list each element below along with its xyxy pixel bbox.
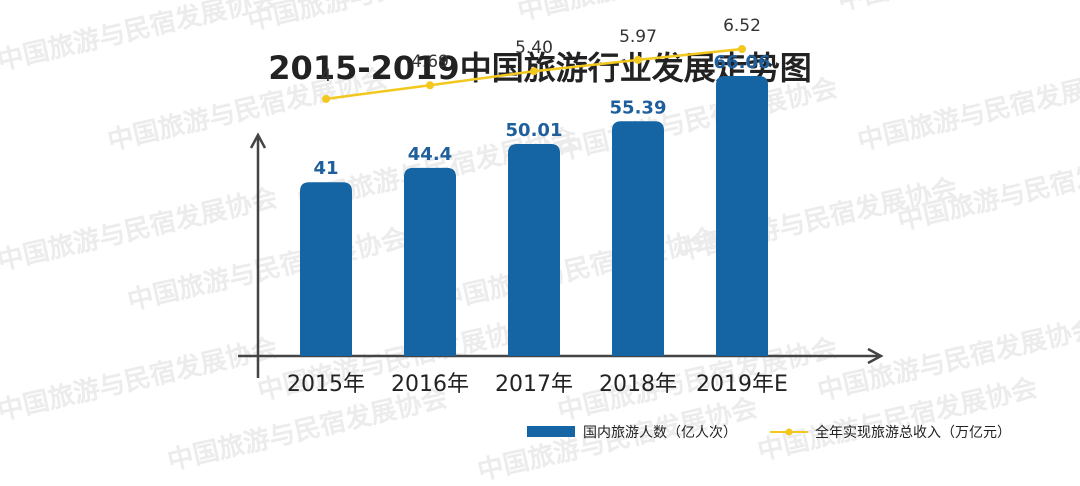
bar-series: 41 44.4 50.01 55.39 66.06: [300, 52, 770, 356]
legend-line-marker: [785, 428, 793, 436]
bar-2: [508, 144, 560, 356]
line-point-1: [426, 81, 434, 90]
legend-bar-swatch: [527, 426, 575, 437]
bar-3: [612, 121, 664, 356]
bar-1: [404, 167, 456, 356]
bar-4: [716, 76, 768, 356]
line-data-label: 4: [321, 66, 332, 86]
line-point-3: [634, 55, 642, 64]
x-tick-labels: 2015年 2016年 2017年 2018年 2019年E: [287, 372, 788, 397]
x-axis-arrow: [867, 347, 884, 365]
line-data-label: 5.40: [515, 38, 553, 58]
y-axis-arrow: [249, 132, 267, 149]
legend-line-label: 全年实现旅游总收入（万亿元）: [815, 424, 1011, 441]
bar-data-label: 55.39: [610, 97, 667, 118]
legend: 国内旅游人数（亿人次） 全年实现旅游总收入（万亿元）: [527, 424, 1011, 441]
x-tick-label: 2019年E: [696, 372, 788, 397]
legend-bar-label: 国内旅游人数（亿人次）: [583, 425, 737, 441]
line-point-4: [738, 45, 746, 54]
line-data-label: 5.97: [619, 27, 657, 47]
x-tick-label: 2015年: [287, 372, 365, 397]
x-tick-label: 2018年: [599, 372, 677, 397]
line-point-2: [530, 67, 538, 76]
line-data-label: 6.52: [723, 16, 761, 36]
line-series: 4 4.69 5.40 5.97 6.52: [321, 16, 761, 103]
bar-data-label: 50.01: [506, 120, 563, 141]
x-tick-label: 2016年: [391, 372, 469, 397]
bar-data-label: 66.06: [714, 52, 771, 73]
line-data-label: 4.69: [411, 52, 449, 72]
x-tick-label: 2017年: [495, 372, 573, 397]
bar-0: [300, 182, 352, 356]
line-point-0: [322, 94, 330, 103]
bar-data-label: 41: [313, 158, 338, 179]
bar-data-label: 44.4: [408, 144, 452, 165]
